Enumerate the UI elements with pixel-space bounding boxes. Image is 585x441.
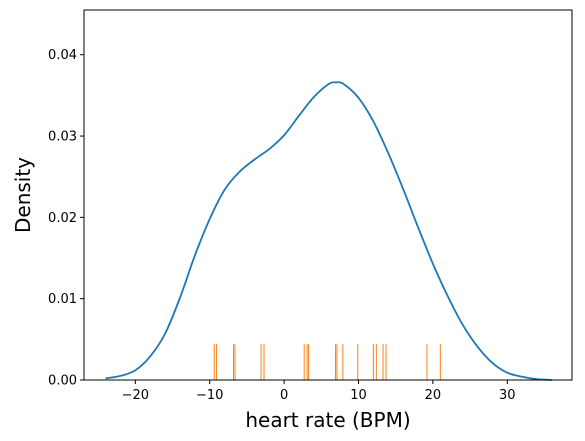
x-tick-label: 10: [350, 388, 367, 403]
density-curve: [105, 81, 552, 381]
y-tick-label: 0.00: [48, 374, 77, 389]
x-tick-label: 30: [499, 388, 516, 403]
x-axis-ticks: −20 −10 0 10 20 30: [122, 380, 516, 403]
plot-area: [84, 10, 572, 380]
chart-marks: [105, 81, 552, 381]
x-axis-title: heart rate (BPM): [245, 408, 410, 432]
y-tick-label: 0.01: [48, 292, 77, 307]
x-tick-label: 0: [280, 388, 288, 403]
plot-frame: [83, 9, 573, 381]
x-tick-label: −10: [196, 388, 223, 403]
rug-marks: [213, 344, 441, 380]
x-tick-label: 20: [425, 388, 442, 403]
y-axis-title: Density: [11, 157, 35, 233]
y-tick-label: 0.03: [48, 130, 77, 145]
x-tick-label: −20: [122, 388, 149, 403]
y-tick-label: 0.02: [48, 211, 77, 226]
y-tick-label: 0.04: [48, 48, 77, 63]
y-axis-ticks: 0.00 0.01 0.02 0.03 0.04: [48, 48, 84, 389]
